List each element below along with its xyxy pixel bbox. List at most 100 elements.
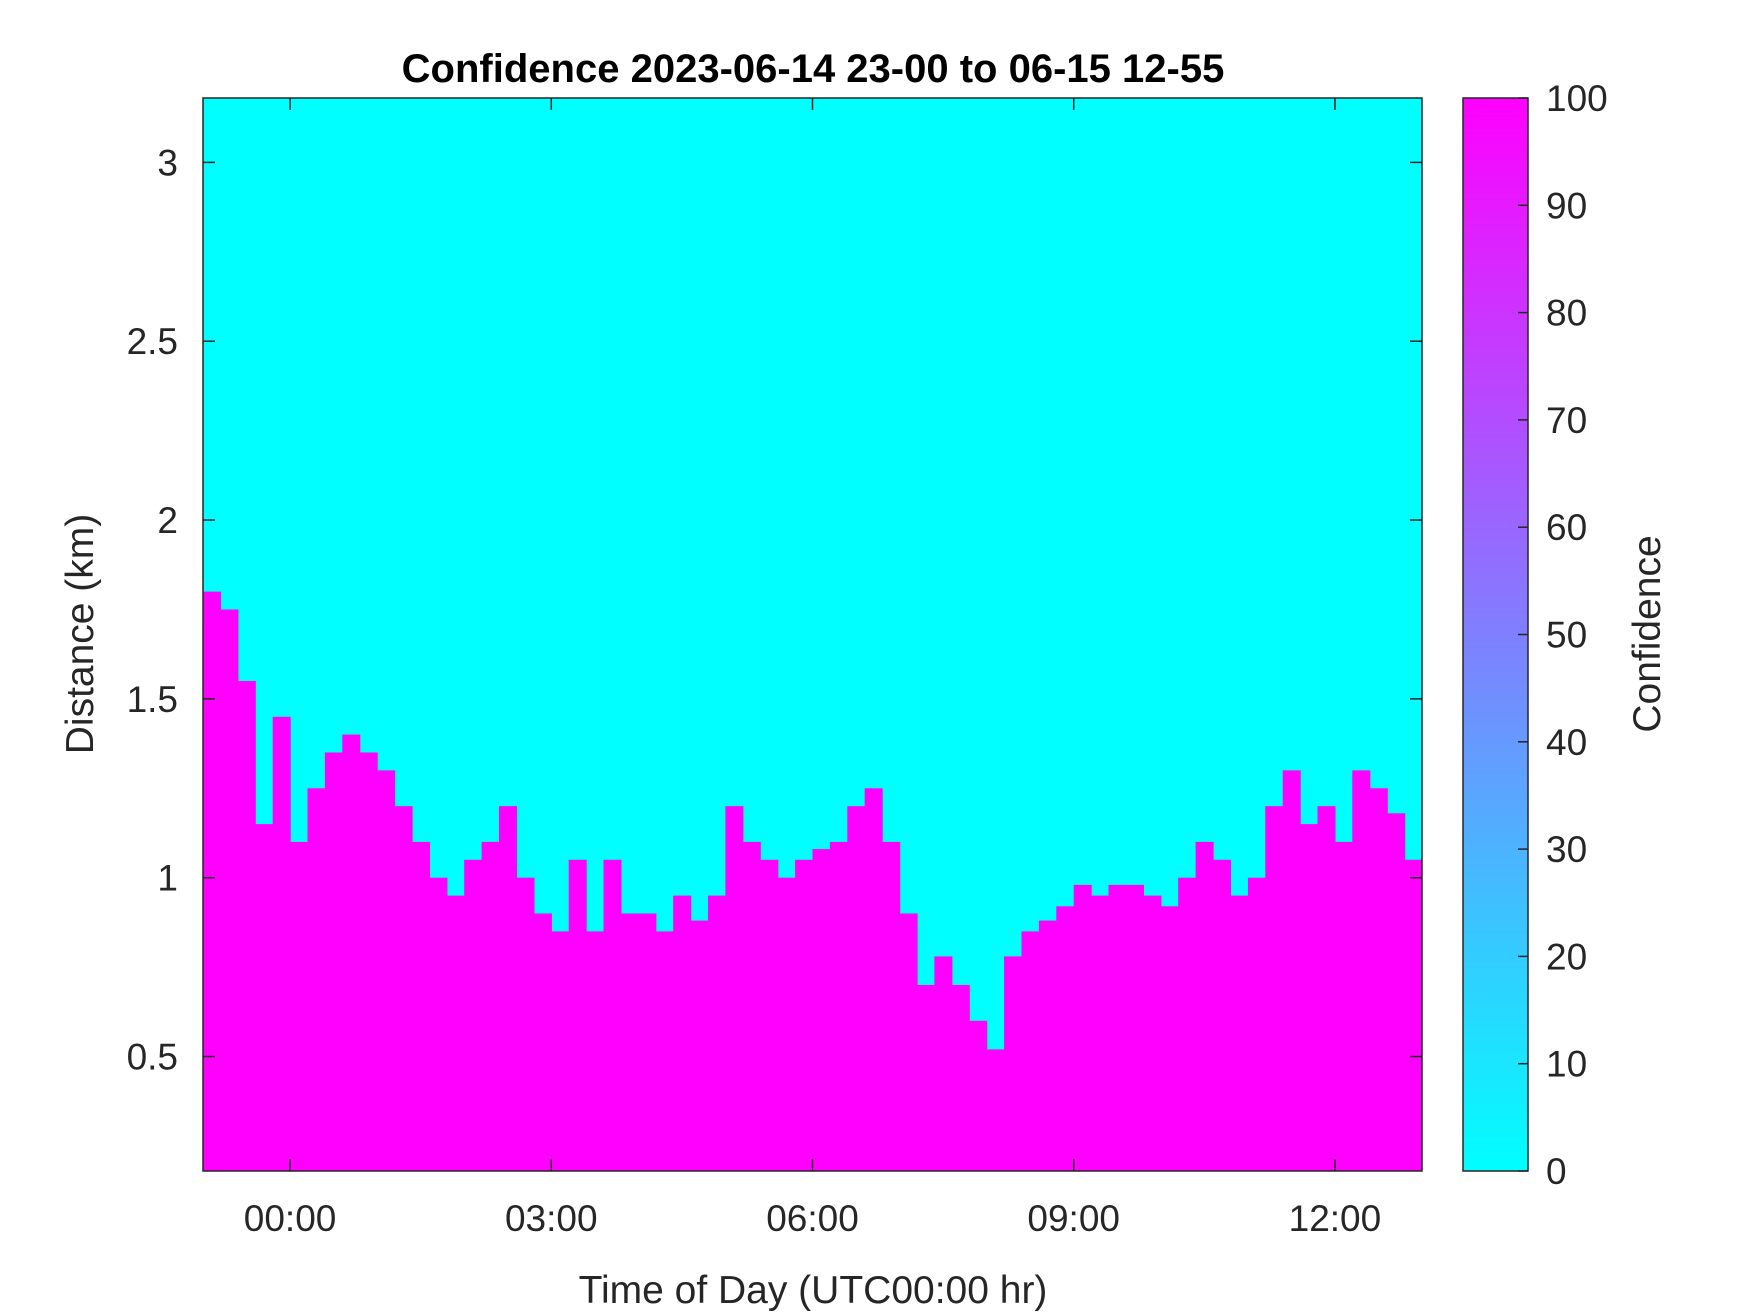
heatmap-cell [1126,884,1144,1171]
x-tick-label: 00:00 [244,1198,337,1239]
colorbar-tick-label: 90 [1546,185,1587,226]
colorbar-tick-label: 50 [1546,615,1587,656]
heatmap-cell [516,877,535,1171]
heatmap-cell [377,770,396,1171]
heatmap-cell [568,859,587,1171]
x-tick-label: 06:00 [766,1198,859,1239]
y-axis-ticks: 0.5 1 1.5 2 2.5 3 [127,142,1422,1078]
heatmap-cell [307,788,326,1171]
heatmap-cell [1230,895,1249,1171]
colorbar: 0 10 20 30 40 50 60 70 80 90 100 [1462,78,1608,1192]
heatmap-cell [1195,841,1214,1171]
heatmap-cell [812,849,831,1171]
heatmap-cell [481,841,500,1171]
colorbar-tick-label: 80 [1546,293,1587,334]
heatmap-cell [882,841,901,1171]
x-tick-label: 12:00 [1289,1198,1382,1239]
heatmap-cell [446,895,465,1171]
heatmap-cell [237,681,256,1171]
colorbar-tick-label: 70 [1546,400,1587,441]
heatmap-cell [690,920,709,1171]
x-axis-label: Time of Day (UTC00:00 hr) [579,1269,1048,1312]
y-tick-label: 1 [157,858,178,899]
heatmap-cell [708,895,726,1171]
heatmap-cell [1178,877,1197,1171]
heatmap-cell [1056,906,1075,1171]
heatmap-cell [1334,841,1353,1171]
heatmap-cell [829,841,848,1171]
heatmap-cell [917,985,935,1171]
heatmap-cell [290,841,309,1171]
heatmap-cell [324,752,343,1171]
heatmap-cell [1091,895,1110,1171]
heatmap-cell [412,841,430,1171]
heatmap-cell [1265,806,1284,1171]
heatmap-cell [1404,859,1422,1171]
heatmap-cell [1352,770,1371,1171]
heatmap-cell [359,752,378,1171]
heatmap-cell [777,877,796,1171]
heatmap-cell [655,931,674,1171]
heatmap-cell [1108,884,1127,1171]
heatmap-cell [1004,956,1023,1171]
y-tick-label: 3 [157,142,178,183]
heatmap-cell [1369,788,1388,1171]
heatmap-cell [899,913,918,1171]
heatmap-cell [533,913,552,1171]
plot-area: 00:00 03:00 06:00 09:00 12:00 0.5 1 1.5 2 2.5 3 [127,97,1423,1239]
colorbar-tick-label: 30 [1546,829,1587,870]
heatmap-cell [551,931,570,1171]
heatmap-cell [742,841,761,1171]
heatmap-cell [1160,906,1179,1171]
heatmap-cell [272,716,291,1171]
heatmap-cell [673,895,692,1171]
heatmap-cell [394,806,413,1171]
heatmap-cell [795,859,814,1171]
y-axis-label: Distance (km) [59,514,102,755]
colorbar-tick-label: 0 [1546,1151,1567,1192]
heatmap-cell [1021,931,1040,1171]
heatmap-cell [499,806,517,1171]
heatmap-cell [620,913,639,1171]
heatmap-cell [864,788,883,1171]
colorbar-label: Confidence [1626,535,1669,732]
x-axis-ticks: 00:00 03:00 06:00 09:00 12:00 [244,98,1381,1239]
heatmap-cell [969,1020,988,1171]
x-tick-label: 03:00 [505,1198,598,1239]
colorbar-tick-label: 60 [1546,507,1587,548]
heatmap-cell [847,806,866,1171]
colorbar-ticks: 0 10 20 30 40 50 60 70 80 90 100 [1518,78,1608,1192]
heatmap-cell [1143,895,1162,1171]
y-tick-label: 2 [157,500,178,541]
heatmap-cell [220,609,239,1171]
heatmap-cells [203,591,1422,1171]
heatmap-cell [603,859,622,1171]
colorbar-tick-label: 40 [1546,722,1587,763]
heatmap-cell [934,956,953,1171]
heatmap-cell [1247,877,1266,1171]
heatmap-cell [1073,884,1092,1171]
heatmap-cell [255,824,274,1171]
heatmap-cell [429,877,448,1171]
heatmap-cell [586,931,605,1171]
heatmap-cell [1317,806,1336,1171]
heatmap-cell [1213,859,1231,1171]
heatmap-cell [1282,770,1301,1171]
heatmap-cell [951,985,970,1171]
heatmap-cell [1387,813,1406,1171]
heatmap-cell [1038,920,1057,1171]
colorbar-tick-label: 10 [1546,1044,1587,1085]
y-tick-label: 1.5 [127,679,178,720]
heatmap-cell [986,1049,1005,1171]
heatmap-cell [342,734,361,1171]
heatmap-cell [638,913,657,1171]
heatmap-cell [1300,824,1319,1171]
heatmap-cell [760,859,779,1171]
x-tick-label: 09:00 [1027,1198,1120,1239]
y-tick-label: 0.5 [127,1037,178,1078]
colorbar-tick-label: 100 [1546,78,1608,119]
heatmap-cell [203,591,221,1171]
heatmap-cell [464,859,483,1171]
chart-title: Confidence 2023-06-14 23-00 to 06-15 12-… [402,47,1225,91]
